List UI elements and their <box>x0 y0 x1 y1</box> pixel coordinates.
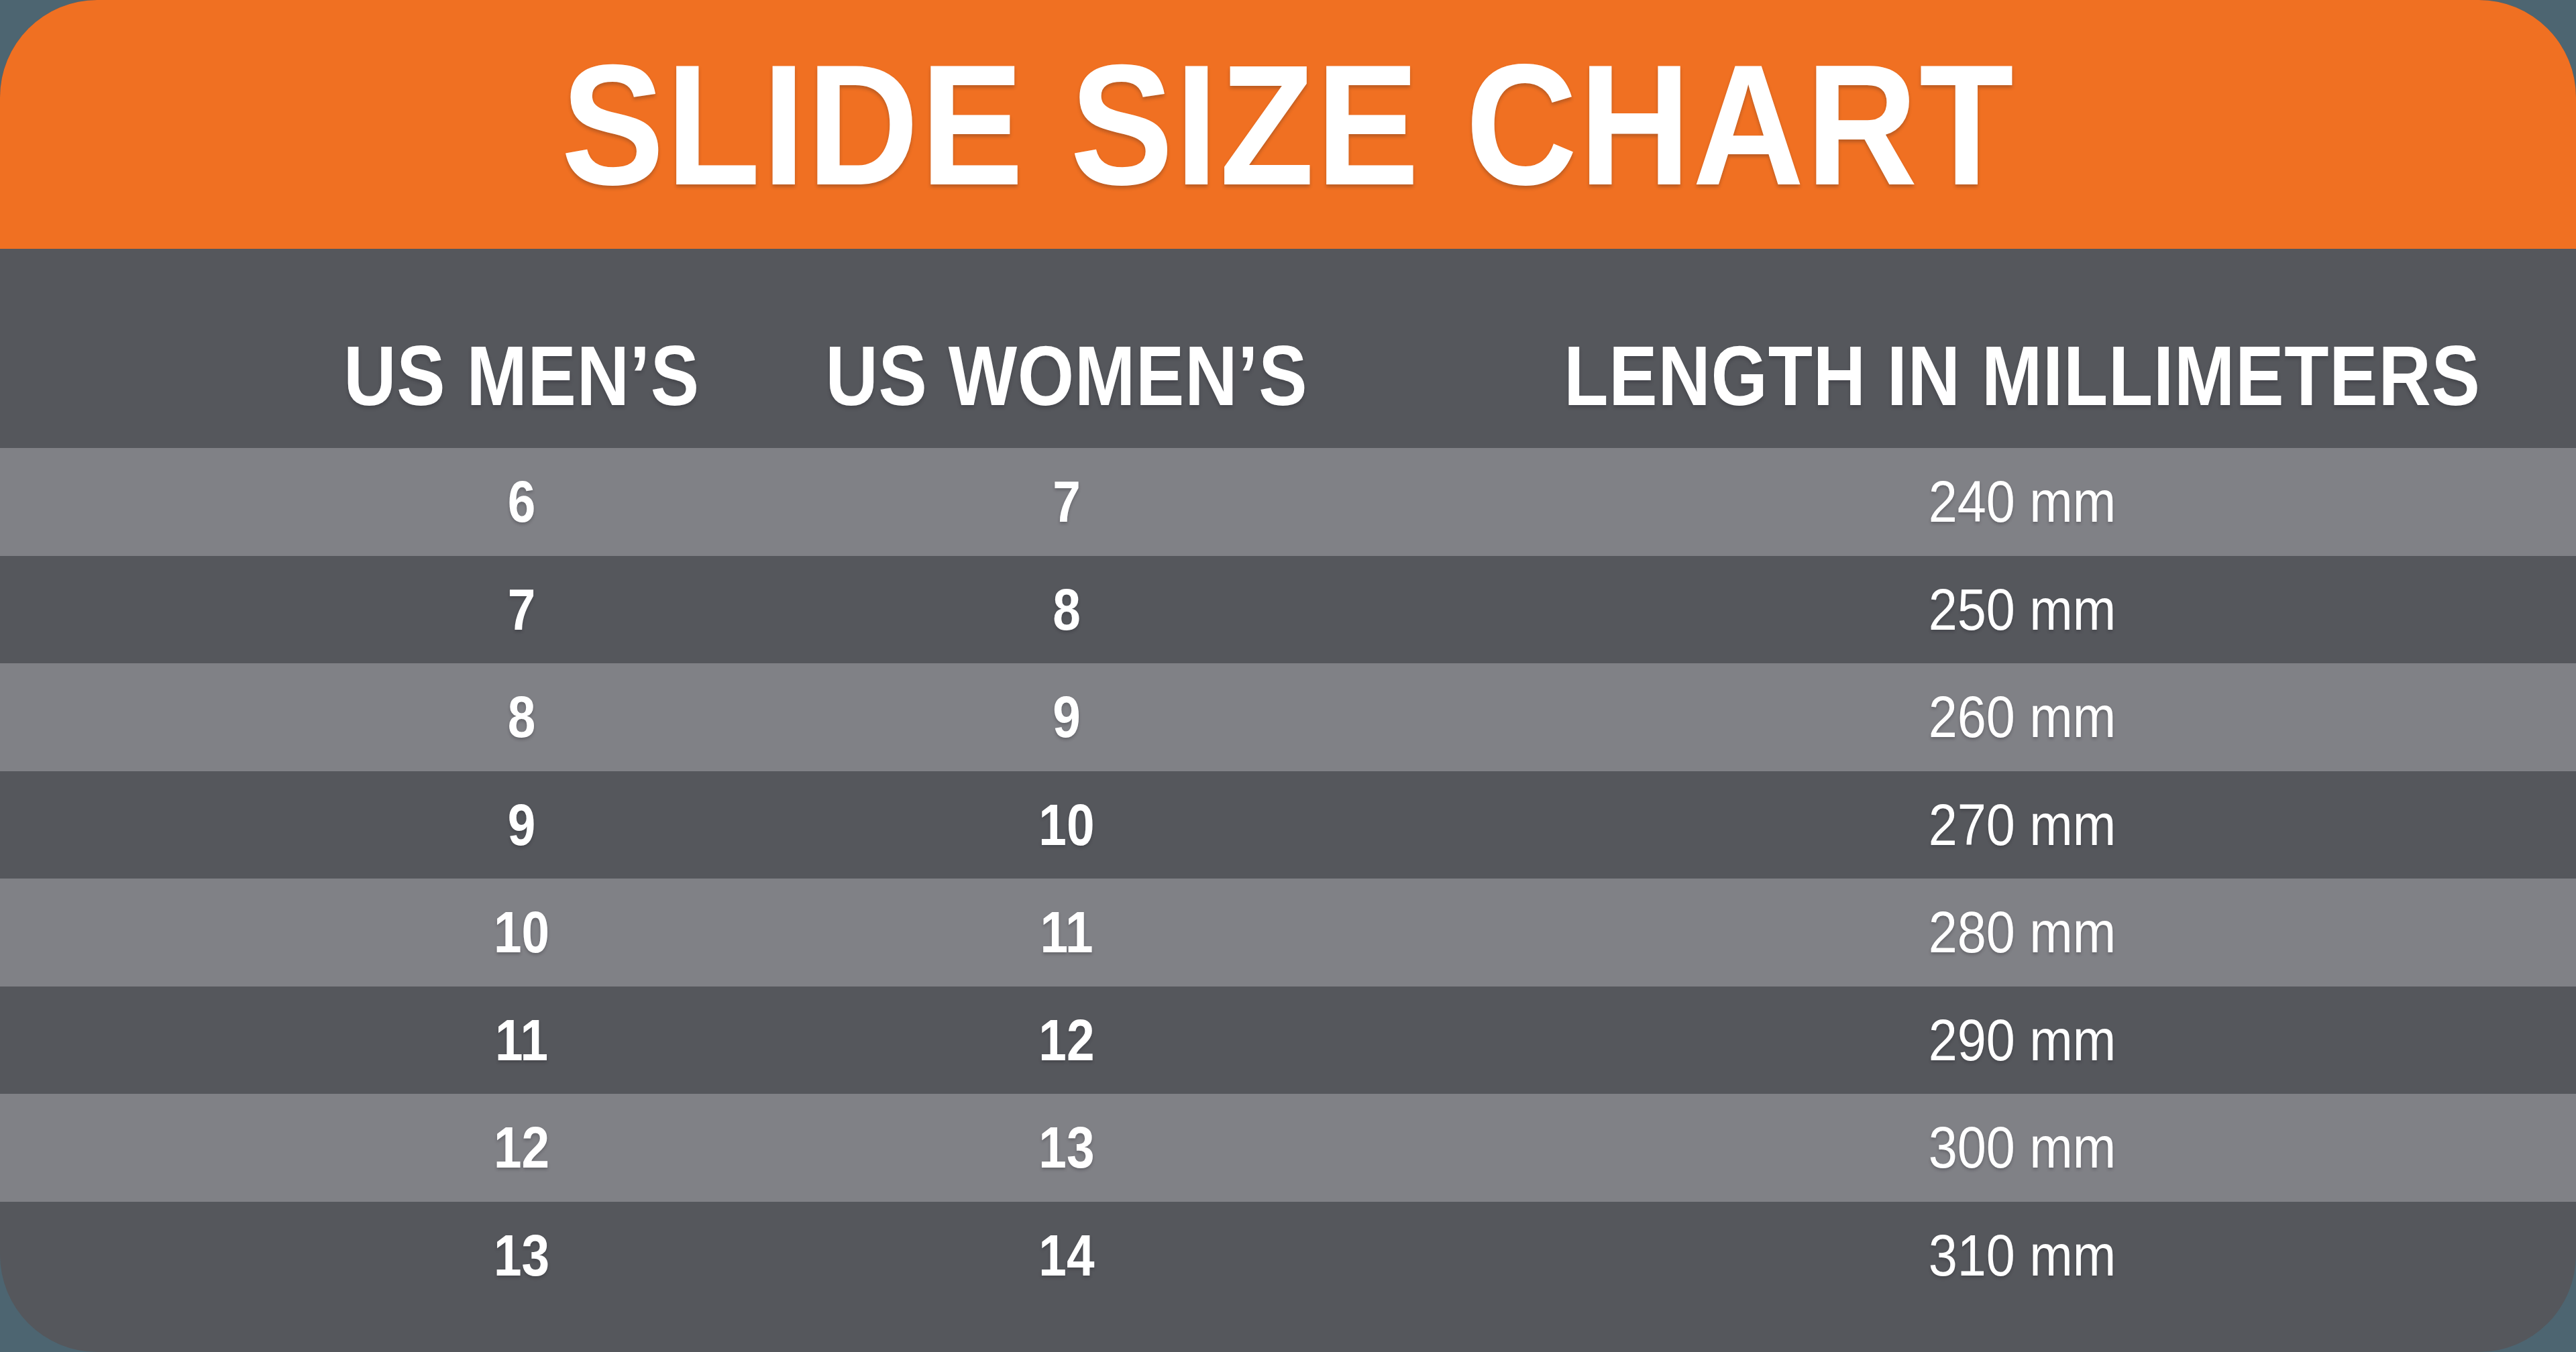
table-row: 8 9 260 mm <box>0 663 2576 771</box>
womens-size-cell: 9 <box>751 663 1382 771</box>
womens-size-cell: 7 <box>751 448 1382 556</box>
column-header-us-womens: US WOMEN’S <box>747 305 1385 446</box>
length-mm-cell: 290 mm <box>1675 987 2369 1094</box>
length-mm-cell: 300 mm <box>1675 1094 2369 1202</box>
page-background: SLIDE SIZE CHART US MEN’S US WOMEN’S LEN… <box>0 0 2576 1352</box>
length-mm-cell: 240 mm <box>1675 448 2369 556</box>
table-row: 10 11 280 mm <box>0 879 2576 987</box>
column-header-length-mm: LENGTH IN MILLIMETERS <box>1683 305 2361 446</box>
table-row: 12 13 300 mm <box>0 1094 2576 1202</box>
length-mm-cell: 270 mm <box>1675 771 2369 879</box>
length-mm-cell: 250 mm <box>1675 556 2369 664</box>
womens-size-cell: 8 <box>751 556 1382 664</box>
chart-header-band: SLIDE SIZE CHART <box>0 0 2576 249</box>
size-chart-card: SLIDE SIZE CHART US MEN’S US WOMEN’S LEN… <box>0 0 2576 1352</box>
table-header-row: US MEN’S US WOMEN’S LENGTH IN MILLIMETER… <box>0 305 2576 446</box>
table-row: 7 8 250 mm <box>0 556 2576 664</box>
length-mm-cell: 260 mm <box>1675 663 2369 771</box>
length-mm-cell: 310 mm <box>1675 1202 2369 1310</box>
table-body: 6 7 240 mm 7 8 250 mm 8 9 260 mm 9 10 27… <box>0 448 2576 1309</box>
chart-title: SLIDE SIZE CHART <box>561 26 2015 223</box>
womens-size-cell: 13 <box>751 1094 1382 1202</box>
womens-size-cell: 14 <box>751 1202 1382 1310</box>
table-row: 6 7 240 mm <box>0 448 2576 556</box>
table-row: 9 10 270 mm <box>0 771 2576 879</box>
womens-size-cell: 10 <box>751 771 1382 879</box>
table-row: 13 14 310 mm <box>0 1202 2576 1310</box>
table-row: 11 12 290 mm <box>0 987 2576 1094</box>
womens-size-cell: 12 <box>751 987 1382 1094</box>
womens-size-cell: 11 <box>751 879 1382 987</box>
length-mm-cell: 280 mm <box>1675 879 2369 987</box>
